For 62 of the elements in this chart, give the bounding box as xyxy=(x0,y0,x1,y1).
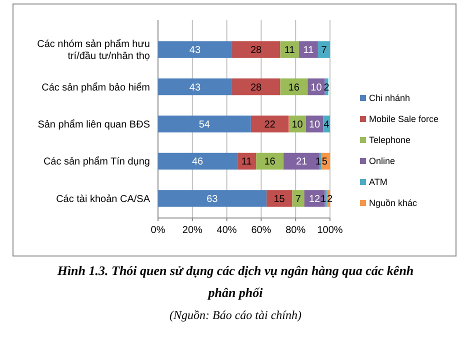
x-tick-label: 60% xyxy=(251,225,272,236)
data-label: 1 xyxy=(320,194,326,205)
data-label: 28 xyxy=(250,82,262,94)
y-tick-label: Sản phẩm liên quan BĐS xyxy=(38,118,150,130)
data-label: 7 xyxy=(321,45,328,56)
x-tick-label: 100% xyxy=(317,225,343,236)
data-label: 7 xyxy=(295,194,302,205)
data-label: 12 xyxy=(308,194,321,205)
x-tick-label: 20% xyxy=(182,225,203,236)
bar xyxy=(232,78,280,96)
bar xyxy=(266,190,292,207)
data-label: 1 xyxy=(315,156,322,168)
text: (Nguồn: Báo cáo tài chính) xyxy=(170,308,302,322)
data-label: 4 xyxy=(324,120,330,130)
bar xyxy=(304,190,325,207)
bar xyxy=(158,152,238,170)
x-tick-label: 0% xyxy=(150,225,166,236)
legend-label: Chi nhánh xyxy=(369,93,410,103)
bar xyxy=(232,41,280,58)
text: Hình 1.3. Thói quen sử dụng các dịch vụ ngân hàng qua các kênh phân phối xyxy=(56,263,414,300)
data-label: 11 xyxy=(241,156,252,168)
bar xyxy=(280,41,300,58)
y-tick-label: Các tài khoản CA/SA xyxy=(56,194,150,205)
legend-label: Telephone xyxy=(369,135,411,145)
y-tick-label: Các sản phẩm bảo hiểm xyxy=(42,81,150,94)
data-label: 15 xyxy=(274,194,286,205)
bar xyxy=(158,41,232,58)
data-label: 10 xyxy=(292,120,304,130)
bar xyxy=(318,41,330,58)
data-label: 10 xyxy=(308,120,321,130)
data-label: 54 xyxy=(198,120,210,130)
data-label: 43 xyxy=(189,45,201,56)
data-label: 46 xyxy=(192,156,204,168)
data-label: 43 xyxy=(189,82,201,94)
bar xyxy=(288,116,306,132)
data-label: 22 xyxy=(264,120,276,130)
data-label: 16 xyxy=(264,156,276,168)
legend-label: Nguồn khác xyxy=(369,198,418,208)
legend-label: Online xyxy=(369,156,396,166)
data-label: 5 xyxy=(322,156,328,168)
data-label: 21 xyxy=(296,156,308,168)
data-label: 16 xyxy=(288,82,300,94)
legend-label: ATM xyxy=(369,177,388,187)
bar xyxy=(256,152,284,170)
data-label: 10 xyxy=(310,82,322,94)
y-tick-label: Các sản phẩm Tín dụng xyxy=(43,156,150,168)
x-tick-label: 80% xyxy=(286,225,306,236)
data-label: 11 xyxy=(303,45,314,56)
bar xyxy=(292,190,304,207)
legend-label: Mobile Sale force xyxy=(369,114,439,124)
bar xyxy=(158,78,232,96)
bar xyxy=(284,152,320,170)
bar xyxy=(158,116,251,132)
bar xyxy=(299,41,318,58)
bar xyxy=(250,116,289,132)
y-tick-label: Các nhóm sản phẩm hưu trí/đầu tư/nhân thọ xyxy=(37,38,150,62)
data-label: 28 xyxy=(250,45,262,56)
bar xyxy=(280,78,308,96)
bar xyxy=(158,190,266,207)
data-label: 63 xyxy=(206,194,218,205)
data-label: 11 xyxy=(284,45,296,56)
x-tick-label: 40% xyxy=(216,225,237,236)
